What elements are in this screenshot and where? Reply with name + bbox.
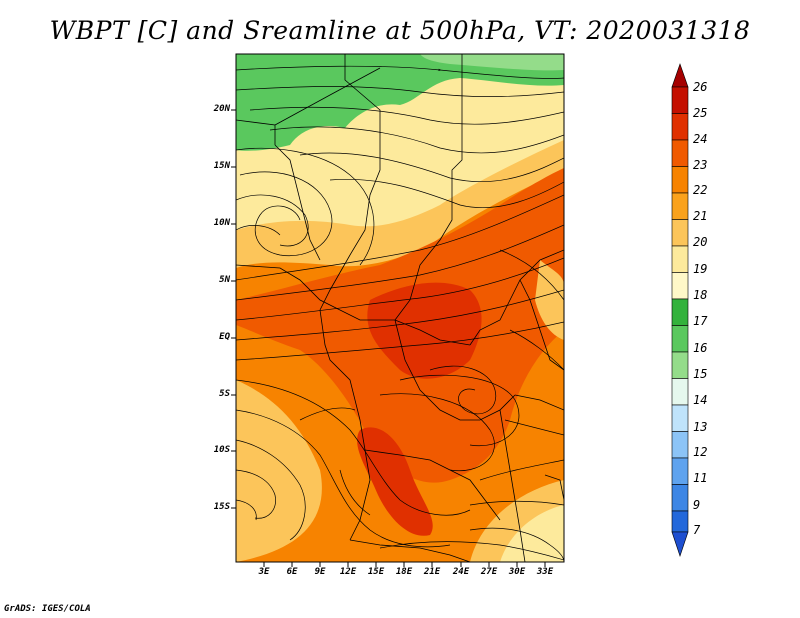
x-tick-label: 30E bbox=[508, 567, 526, 577]
colorbar-label: 25 bbox=[693, 106, 708, 120]
x-tick-label: 12E bbox=[339, 567, 357, 577]
axis-ticks bbox=[231, 109, 546, 567]
map-title: WBPT [C] and Sreamline at 500hPa, VT: 20… bbox=[49, 16, 751, 45]
y-tick-label: 10S bbox=[213, 445, 230, 455]
colorbar-swatch-23 bbox=[671, 139, 689, 167]
x-tick-label: 3E bbox=[258, 567, 270, 577]
x-tick-label: 21E bbox=[423, 567, 441, 577]
x-tick-label: 33E bbox=[536, 567, 554, 577]
x-tick-label: 27E bbox=[480, 567, 498, 577]
map-area bbox=[236, 54, 564, 562]
country-borders bbox=[236, 54, 564, 562]
x-tick-label: 15E bbox=[367, 567, 385, 577]
x-tick-label: 6E bbox=[286, 567, 298, 577]
colorbar-label: 9 bbox=[693, 498, 701, 512]
streamlines bbox=[236, 65, 564, 562]
colorbar-swatch-7 bbox=[671, 510, 689, 533]
colorbar-top-arrow bbox=[671, 63, 689, 88]
colorbar-label: 22 bbox=[693, 183, 708, 197]
colorbar-label: 20 bbox=[693, 235, 708, 249]
colorbar-label: 7 bbox=[693, 523, 701, 537]
colorbar-label: 23 bbox=[693, 158, 708, 172]
colorbar-swatch-9 bbox=[671, 484, 689, 512]
y-tick-label: 15N bbox=[213, 161, 230, 171]
wbpt-region-red-orange-2 bbox=[357, 427, 433, 536]
y-tick-label: 5S bbox=[219, 389, 230, 399]
y-tick-label: 10N bbox=[213, 218, 230, 228]
map-frame bbox=[235, 53, 565, 563]
colorbar bbox=[671, 63, 689, 557]
colorbar-swatch-22 bbox=[671, 166, 689, 194]
colorbar-swatch-25 bbox=[671, 86, 689, 114]
y-tick-label: 5N bbox=[219, 275, 230, 285]
colorbar-label: 16 bbox=[693, 341, 708, 355]
colorbar-label: 15 bbox=[693, 367, 708, 381]
colorbar-swatch-18 bbox=[671, 272, 689, 300]
colorbar-label: 19 bbox=[693, 262, 708, 276]
colorbar-swatch-13 bbox=[671, 404, 689, 432]
wbpt-region-light-orange-sw bbox=[236, 380, 322, 562]
colorbar-swatch-15 bbox=[671, 351, 689, 379]
colorbar-swatch-14 bbox=[671, 378, 689, 406]
colorbar-label: 26 bbox=[693, 80, 708, 94]
colorbar-swatch-24 bbox=[671, 113, 689, 141]
colorbar-label: 13 bbox=[693, 420, 708, 434]
wbpt-region-red-orange-1 bbox=[367, 282, 482, 379]
colorbar-label: 11 bbox=[693, 471, 708, 485]
colorbar-label: 17 bbox=[693, 314, 708, 328]
colorbar-label: 21 bbox=[693, 209, 708, 223]
colorbar-label: 14 bbox=[693, 393, 708, 407]
x-tick-label: 18E bbox=[395, 567, 413, 577]
colorbar-swatch-17 bbox=[671, 298, 689, 326]
colorbar-swatch-12 bbox=[671, 431, 689, 459]
colorbar-swatch-20 bbox=[671, 219, 689, 247]
footer-credit: GrADS: IGES/COLA bbox=[4, 604, 91, 614]
x-tick-label: 24E bbox=[452, 567, 470, 577]
y-tick-label: 15S bbox=[213, 502, 230, 512]
colorbar-swatch-21 bbox=[671, 192, 689, 220]
colorbar-swatch-11 bbox=[671, 457, 689, 485]
colorbar-swatch-16 bbox=[671, 325, 689, 353]
colorbar-swatch-19 bbox=[671, 245, 689, 273]
colorbar-bottom-arrow bbox=[671, 531, 689, 557]
colorbar-label: 24 bbox=[693, 132, 708, 146]
colorbar-label: 18 bbox=[693, 288, 708, 302]
y-tick-label: 20N bbox=[213, 104, 230, 114]
wbpt-region-east-light bbox=[535, 260, 564, 340]
colorbar-label: 12 bbox=[693, 445, 708, 459]
y-tick-label: EQ bbox=[219, 332, 230, 342]
x-tick-label: 9E bbox=[314, 567, 326, 577]
wbpt-region-light-green bbox=[420, 54, 564, 71]
